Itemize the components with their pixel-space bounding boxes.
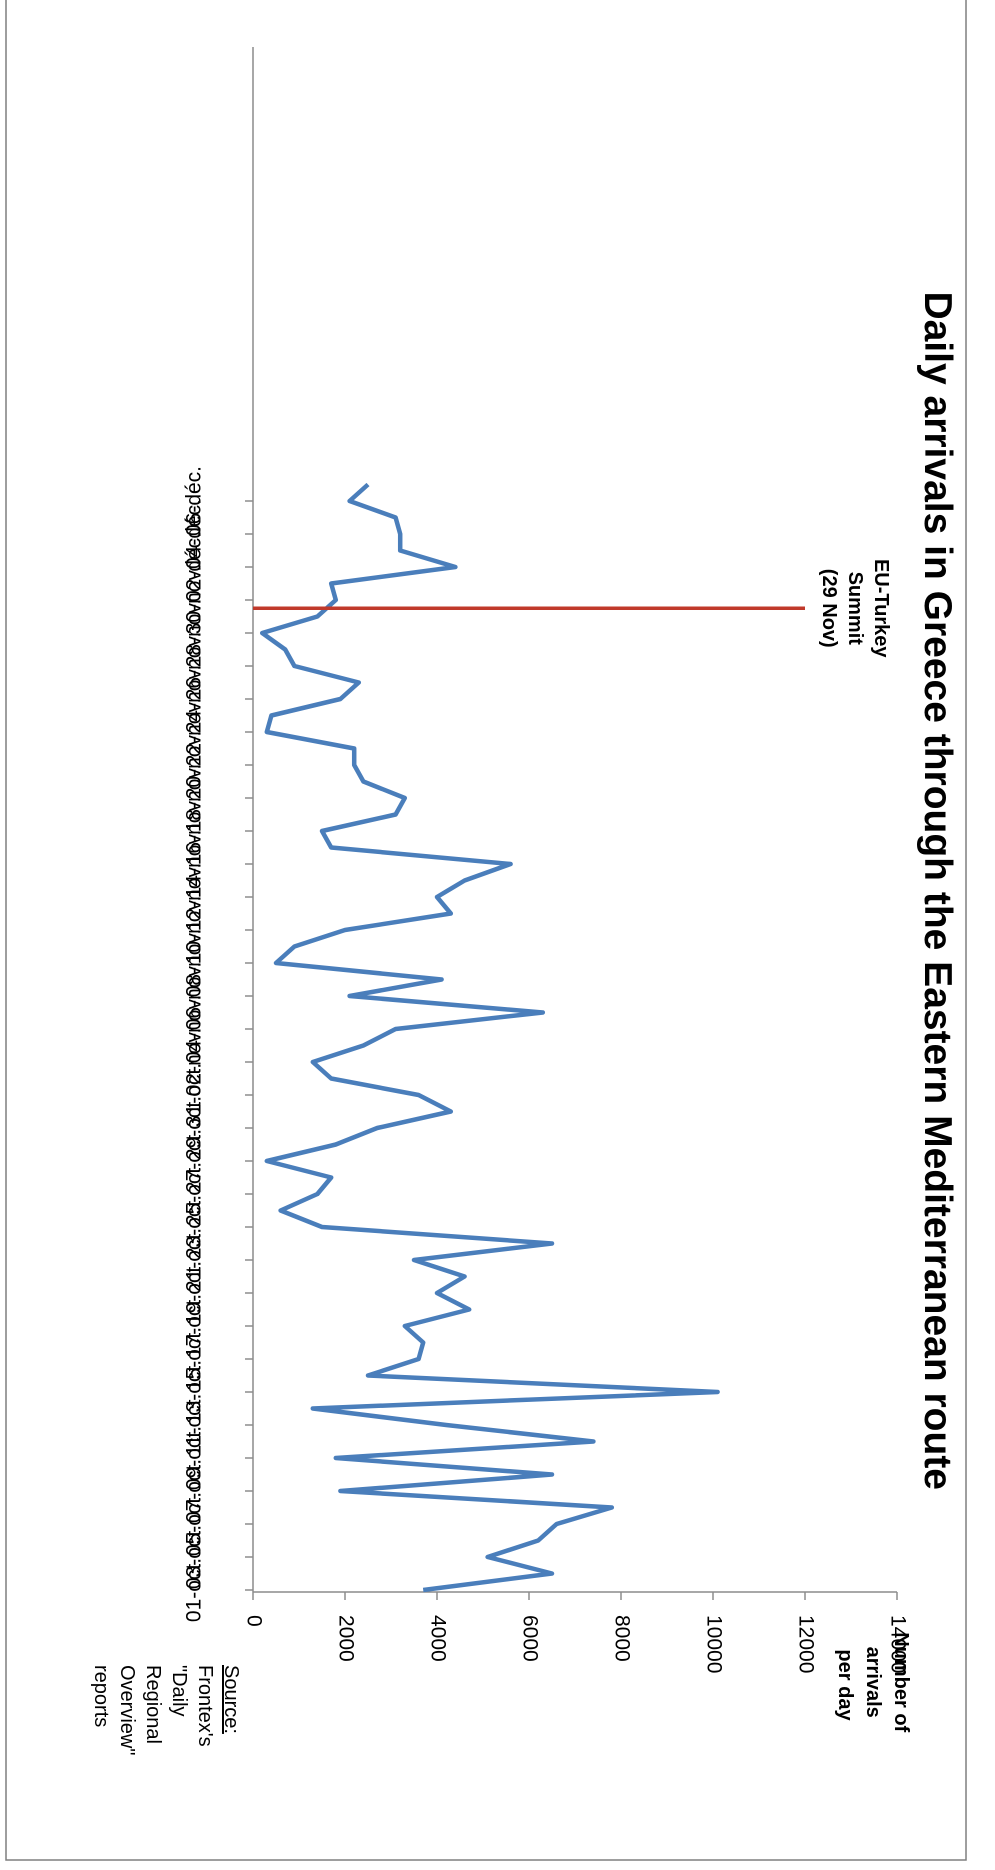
x-tick-label: 05-oct.: [183, 1492, 206, 1556]
x-tick-label: 25-oct.: [183, 1162, 206, 1226]
x-tick-label: 02-nov.: [183, 1028, 206, 1097]
y-tick-label: 2000: [334, 1615, 357, 1662]
summit-annotation-line: EU-Turkey: [870, 559, 892, 658]
x-tick-label: 24-nov.: [183, 665, 206, 734]
chart-title: Daily arrivals in Greece through the Eas…: [916, 291, 959, 1490]
summit-annotation: EU-TurkeySummit(29 Nov): [818, 559, 892, 658]
chart-frame: [5, 0, 967, 1861]
x-tick-label: 11-oct.: [183, 1394, 206, 1457]
x-tick-label: 01-oct.: [183, 1558, 206, 1622]
x-tick-label: 08-nov.: [183, 929, 206, 998]
x-tick-label: 07-oct.: [183, 1459, 206, 1523]
x-tick-label: 18-nov.: [183, 764, 206, 833]
plot-area: EU-TurkeySummit(29 Nov): [253, 482, 892, 1593]
x-tick-label: 02-déc.: [183, 532, 206, 602]
y-tick-label: 10000: [702, 1615, 725, 1673]
y-tick-label: 0: [242, 1615, 265, 1627]
series-line: [259, 482, 720, 1593]
x-tick-label: 14-nov.: [183, 830, 206, 899]
x-tick-label: 23-oct.: [183, 1195, 206, 1259]
y-tick-label: 6000: [518, 1615, 541, 1662]
x-tick-label: 17-oct.: [183, 1294, 206, 1358]
x-tick-label: 29-oct.: [183, 1096, 206, 1160]
x-tick-label: 20-nov.: [183, 731, 206, 800]
source-line-4: Overview": [116, 1665, 138, 1755]
x-tick-label: 27-oct.: [183, 1129, 206, 1193]
x-tick-label: 15-oct.: [183, 1327, 206, 1391]
x-tick-label: 30-nov.: [183, 566, 206, 635]
x-tick-label: 28-nov.: [183, 599, 206, 668]
x-tick-label: 26-nov.: [183, 632, 206, 701]
x-tick-label: 19-oct.: [183, 1261, 206, 1325]
x-tick-label: 12-nov.: [183, 863, 206, 932]
y-axis-title-line-3: per day: [834, 1649, 856, 1721]
y-axis-title-line-1: Number of: [890, 1632, 912, 1732]
summit-annotation-line: Summit: [844, 572, 866, 646]
y-axis: 0 2000 4000 6000 8000 10000 12000 14000: [242, 1591, 909, 1673]
x-axis: 01-oct.03-oct.05-oct.07-oct.09-oct.11-oc…: [183, 47, 254, 1622]
y-tick-label: 4000: [426, 1615, 449, 1662]
x-tick-label: 21-oct.: [183, 1228, 206, 1292]
x-tick-label: 06-nov.: [183, 962, 206, 1031]
source-label: Source:: [220, 1665, 242, 1734]
source-line-1: Frontex's: [194, 1665, 216, 1747]
rotated-plot: Daily arrivals in Greece through the Eas…: [90, 47, 959, 1761]
x-tick-label: 03-oct.: [183, 1525, 206, 1589]
y-tick-label: 14000: [886, 1615, 909, 1673]
x-tick-label: 16-nov.: [183, 797, 206, 866]
y-tick-label: 8000: [610, 1615, 633, 1662]
x-tick-label: 06-déc.: [183, 466, 206, 536]
x-tick-label: 13-oct.: [183, 1360, 206, 1424]
y-axis-title: Number of arrivals per day: [834, 1632, 912, 1738]
y-axis-title-line-2: arrivals: [862, 1647, 884, 1718]
x-tick-label: 04-nov.: [183, 995, 206, 1064]
x-tick-label: 31-oct.: [183, 1063, 206, 1127]
x-tick-label: 10-nov.: [183, 896, 206, 965]
source-line-2: "Daily: [168, 1665, 190, 1717]
source-line-5: reports: [90, 1665, 112, 1727]
x-tick-label: 09-oct.: [183, 1426, 206, 1490]
x-tick-label: 22-nov.: [183, 698, 206, 767]
x-tick-label: 04-déc.: [183, 499, 206, 569]
y-tick-label: 12000: [794, 1615, 817, 1673]
source-line-3: Regional: [142, 1665, 164, 1744]
summit-annotation-line: (29 Nov): [818, 569, 840, 648]
source-note: Source: Frontex's "Daily Regional Overvi…: [90, 1665, 242, 1761]
